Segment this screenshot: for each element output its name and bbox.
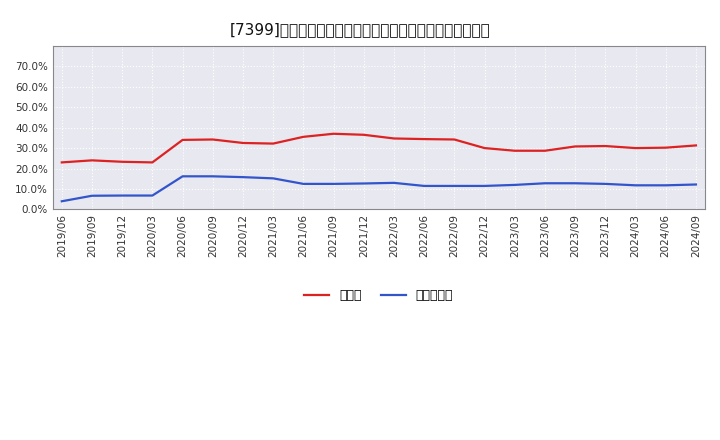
- 現頲金: [450, 137, 459, 142]
- 有利子負債: [480, 183, 489, 189]
- 現頲金: [571, 144, 580, 149]
- 現頲金: [541, 148, 549, 154]
- 現頲金: [118, 159, 127, 165]
- 有利子負債: [238, 175, 247, 180]
- 有利子負債: [209, 174, 217, 179]
- 有利子負債: [420, 183, 428, 189]
- 有利子負債: [571, 181, 580, 186]
- 有利子負債: [359, 181, 368, 186]
- 現頲金: [148, 160, 157, 165]
- 現頲金: [58, 160, 66, 165]
- 現頲金: [601, 143, 610, 149]
- 現頲金: [390, 136, 398, 141]
- 有利子負債: [148, 193, 157, 198]
- 現頲金: [88, 158, 96, 163]
- Line: 有利子負債: 有利子負債: [62, 176, 696, 201]
- 現頲金: [480, 146, 489, 151]
- 有利子負債: [692, 182, 701, 187]
- 有利子負債: [118, 193, 127, 198]
- 有利子負債: [631, 183, 640, 188]
- 有利子負債: [58, 198, 66, 204]
- 現頲金: [269, 141, 277, 146]
- 有利子負債: [601, 181, 610, 187]
- 有利子負債: [541, 181, 549, 186]
- 有利子負債: [450, 183, 459, 189]
- 現頲金: [179, 137, 187, 143]
- 有利子負債: [269, 176, 277, 181]
- Text: [7399]　現頲金、有利子負債の総資産に対する比率の推移: [7399] 現頲金、有利子負債の総資産に対する比率の推移: [230, 22, 490, 37]
- 現頲金: [238, 140, 247, 146]
- 現頲金: [359, 132, 368, 137]
- 有利子負債: [179, 174, 187, 179]
- 現頲金: [420, 136, 428, 142]
- 有利子負債: [329, 181, 338, 187]
- 有利子負債: [390, 180, 398, 186]
- 現頲金: [329, 131, 338, 136]
- 現頲金: [299, 134, 307, 139]
- 有利子負債: [510, 182, 519, 187]
- 現頲金: [510, 148, 519, 154]
- 現頲金: [631, 146, 640, 151]
- 現頲金: [662, 145, 670, 150]
- 有利子負債: [299, 181, 307, 187]
- 現頲金: [692, 143, 701, 148]
- Legend: 現頲金, 有利子負債: 現頲金, 有利子負債: [300, 284, 458, 308]
- 有利子負債: [662, 183, 670, 188]
- 現頲金: [209, 137, 217, 142]
- Line: 現頲金: 現頲金: [62, 134, 696, 162]
- 有利子負債: [88, 193, 96, 198]
